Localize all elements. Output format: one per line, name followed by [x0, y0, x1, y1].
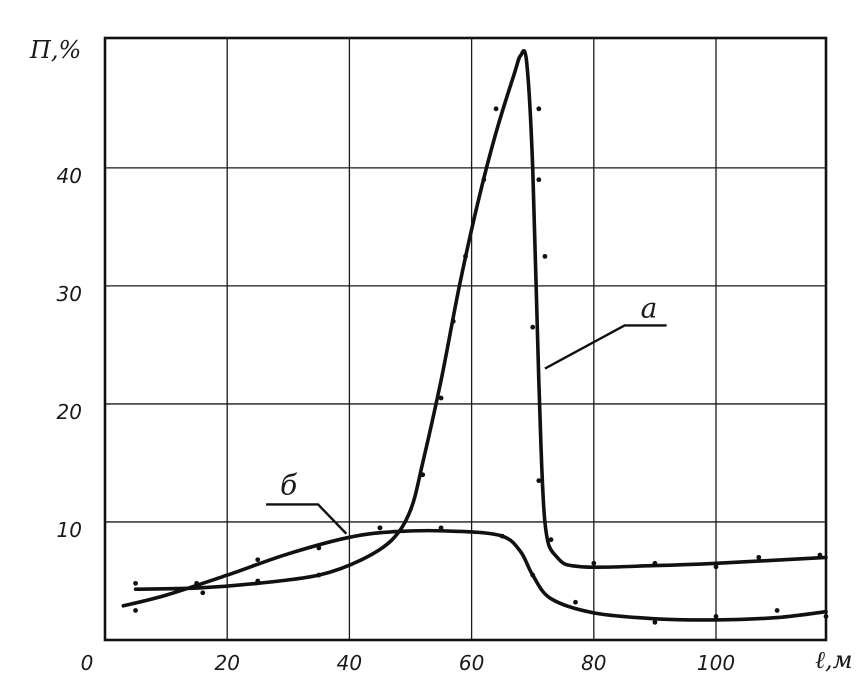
series-a-point	[420, 472, 426, 478]
series-b-point	[200, 590, 206, 596]
y-tick-label: 30	[57, 282, 82, 306]
series-b-point	[499, 533, 505, 539]
grid-lines	[105, 37, 827, 640]
tick-labels: 0 20 40 60 80 100 10 20 30 40	[57, 164, 736, 675]
series-a-point	[450, 318, 456, 324]
series-b-point	[316, 545, 322, 551]
series-b-point	[194, 584, 200, 590]
series-a-point	[536, 106, 542, 112]
series-b-point	[823, 613, 829, 619]
series-a-point	[536, 177, 542, 183]
series-a-line	[133, 49, 828, 591]
series-b-point	[573, 599, 578, 605]
series-b-point	[133, 608, 138, 613]
series-a-point	[536, 478, 542, 484]
series-a-point	[255, 578, 261, 584]
y-tick-label: 10	[57, 518, 82, 542]
series-a-point	[756, 554, 762, 560]
series-a-point	[133, 580, 138, 586]
series-b-line	[121, 528, 828, 622]
series-a-point	[713, 564, 719, 570]
series-b-point	[652, 619, 658, 625]
series-b-point	[713, 613, 719, 619]
y-axis-label: Π,%	[29, 36, 81, 64]
series-a-point	[493, 106, 499, 112]
x-tick-label: 20	[214, 651, 239, 675]
series-b-point	[774, 608, 780, 613]
series-labels: аб	[266, 291, 667, 535]
series-a-point	[316, 572, 322, 578]
series-b-point	[530, 572, 536, 578]
series-a-point	[481, 177, 487, 183]
series-a-label: а	[641, 291, 658, 324]
series-a-leader-line	[544, 324, 667, 370]
series-b-point	[377, 525, 383, 531]
x-tick-label: 100	[697, 651, 735, 675]
series-b-label: б	[280, 468, 298, 501]
series-a-point	[652, 560, 658, 566]
y-tick-label: 20	[57, 400, 82, 424]
series-b-point	[438, 525, 444, 531]
series-a-point	[817, 552, 823, 558]
series-a-point	[438, 395, 444, 401]
x-tick-label: 80	[581, 651, 606, 675]
data-points	[133, 106, 829, 625]
plot-frame	[103, 36, 828, 642]
series-a-point	[542, 253, 548, 259]
series-a-point	[548, 537, 554, 543]
series-a-point	[194, 580, 200, 586]
x-tick-label: 40	[337, 651, 362, 675]
series-a-point	[591, 560, 597, 566]
y-tick-label: 40	[57, 164, 82, 188]
series-a-point	[530, 324, 536, 330]
series-curves	[121, 49, 828, 622]
series-b-leader-line	[266, 503, 348, 535]
x-tick-label: 60	[459, 651, 484, 675]
x-axis-label: ℓ,м	[815, 646, 853, 674]
series-b-point	[255, 557, 261, 563]
series-a-point	[463, 253, 468, 259]
x-tick-label: 0	[81, 651, 94, 675]
